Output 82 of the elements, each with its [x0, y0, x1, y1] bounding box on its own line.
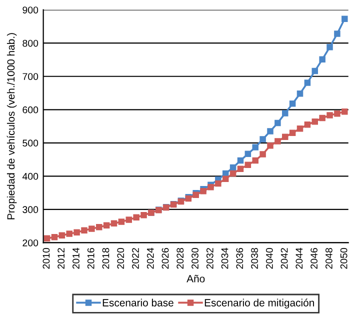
y-tick-label: 800: [22, 40, 38, 47]
x-axis-title: Año: [186, 274, 205, 282]
point: [81, 227, 88, 234]
x-tick-label: 2010: [42, 248, 50, 269]
x-tick-label: 2026: [162, 248, 169, 269]
x-tick-label: 2050: [340, 248, 348, 269]
point: [304, 80, 311, 86]
point: [342, 108, 348, 115]
point: [267, 142, 274, 149]
point: [282, 110, 288, 116]
x-tick-label: 2036: [236, 248, 244, 269]
y-tick-label: 500: [22, 140, 38, 147]
x-tick-label: 2048: [325, 248, 332, 269]
x-tick-label: 2020: [117, 248, 124, 269]
point: [51, 234, 58, 240]
y-axis-title: Propiedad de vehículos (veh./1000 hab.): [6, 33, 17, 220]
point: [312, 68, 318, 74]
point: [296, 90, 304, 97]
point: [319, 56, 326, 63]
point: [58, 232, 66, 239]
point: [74, 229, 80, 236]
point: [244, 150, 252, 158]
y-tick-label: 200: [22, 239, 38, 246]
point: [222, 176, 229, 182]
point: [296, 125, 304, 132]
x-tick-label: 2038: [251, 248, 258, 269]
point: [215, 180, 222, 187]
point: [267, 128, 274, 134]
x-tick-label: 2030: [192, 248, 198, 269]
x-tick-label: 2046: [310, 248, 318, 269]
x-tick-label: 2040: [266, 248, 273, 269]
x-tick-label: 2034: [221, 248, 228, 269]
x-tick-label: 2024: [146, 248, 154, 269]
point: [342, 16, 348, 22]
point: [110, 220, 118, 227]
point: [44, 235, 50, 242]
point: [133, 214, 140, 221]
point: [334, 110, 340, 117]
point: [88, 226, 95, 232]
point: [66, 230, 72, 237]
point: [312, 118, 318, 125]
point: [260, 151, 266, 158]
point: [237, 157, 244, 164]
y-tick-label: 600: [22, 106, 38, 114]
point: [260, 136, 266, 142]
y-tick-label: 700: [22, 73, 38, 80]
point: [319, 114, 326, 122]
y-tick-label: 300: [22, 206, 38, 214]
x-tick-label: 2032: [206, 248, 214, 269]
x-tick-label: 2012: [58, 248, 65, 269]
y-tick-label: 900: [22, 6, 38, 14]
legend-label: Escenario de mitigación: [204, 298, 314, 309]
point: [252, 144, 258, 150]
point: [140, 212, 147, 218]
point: [126, 216, 132, 223]
legend-label: Escenario base: [102, 298, 174, 306]
point: [208, 184, 214, 190]
x-tick-label: 2022: [132, 248, 139, 269]
point: [282, 134, 288, 140]
x-tick-label: 2044: [296, 248, 303, 269]
point: [334, 30, 340, 37]
point: [118, 218, 125, 225]
point: [230, 170, 236, 177]
point: [237, 166, 244, 172]
point: [274, 138, 281, 144]
x-tick-label: 2014: [72, 248, 80, 269]
point: [274, 120, 281, 126]
point: [289, 130, 296, 136]
point: [289, 100, 296, 107]
point: [326, 112, 333, 118]
x-tick-label: 2042: [280, 248, 288, 269]
x-tick-label: 2016: [87, 248, 94, 269]
point: [244, 162, 252, 168]
point: [252, 157, 258, 164]
point: [96, 224, 102, 230]
x-tick-label: 2028: [176, 248, 184, 269]
x-tick-label: 2018: [102, 248, 110, 269]
point: [103, 222, 110, 229]
point: [326, 44, 333, 50]
point: [230, 164, 236, 171]
point: [304, 121, 311, 128]
y-tick-label: 400: [22, 172, 38, 180]
